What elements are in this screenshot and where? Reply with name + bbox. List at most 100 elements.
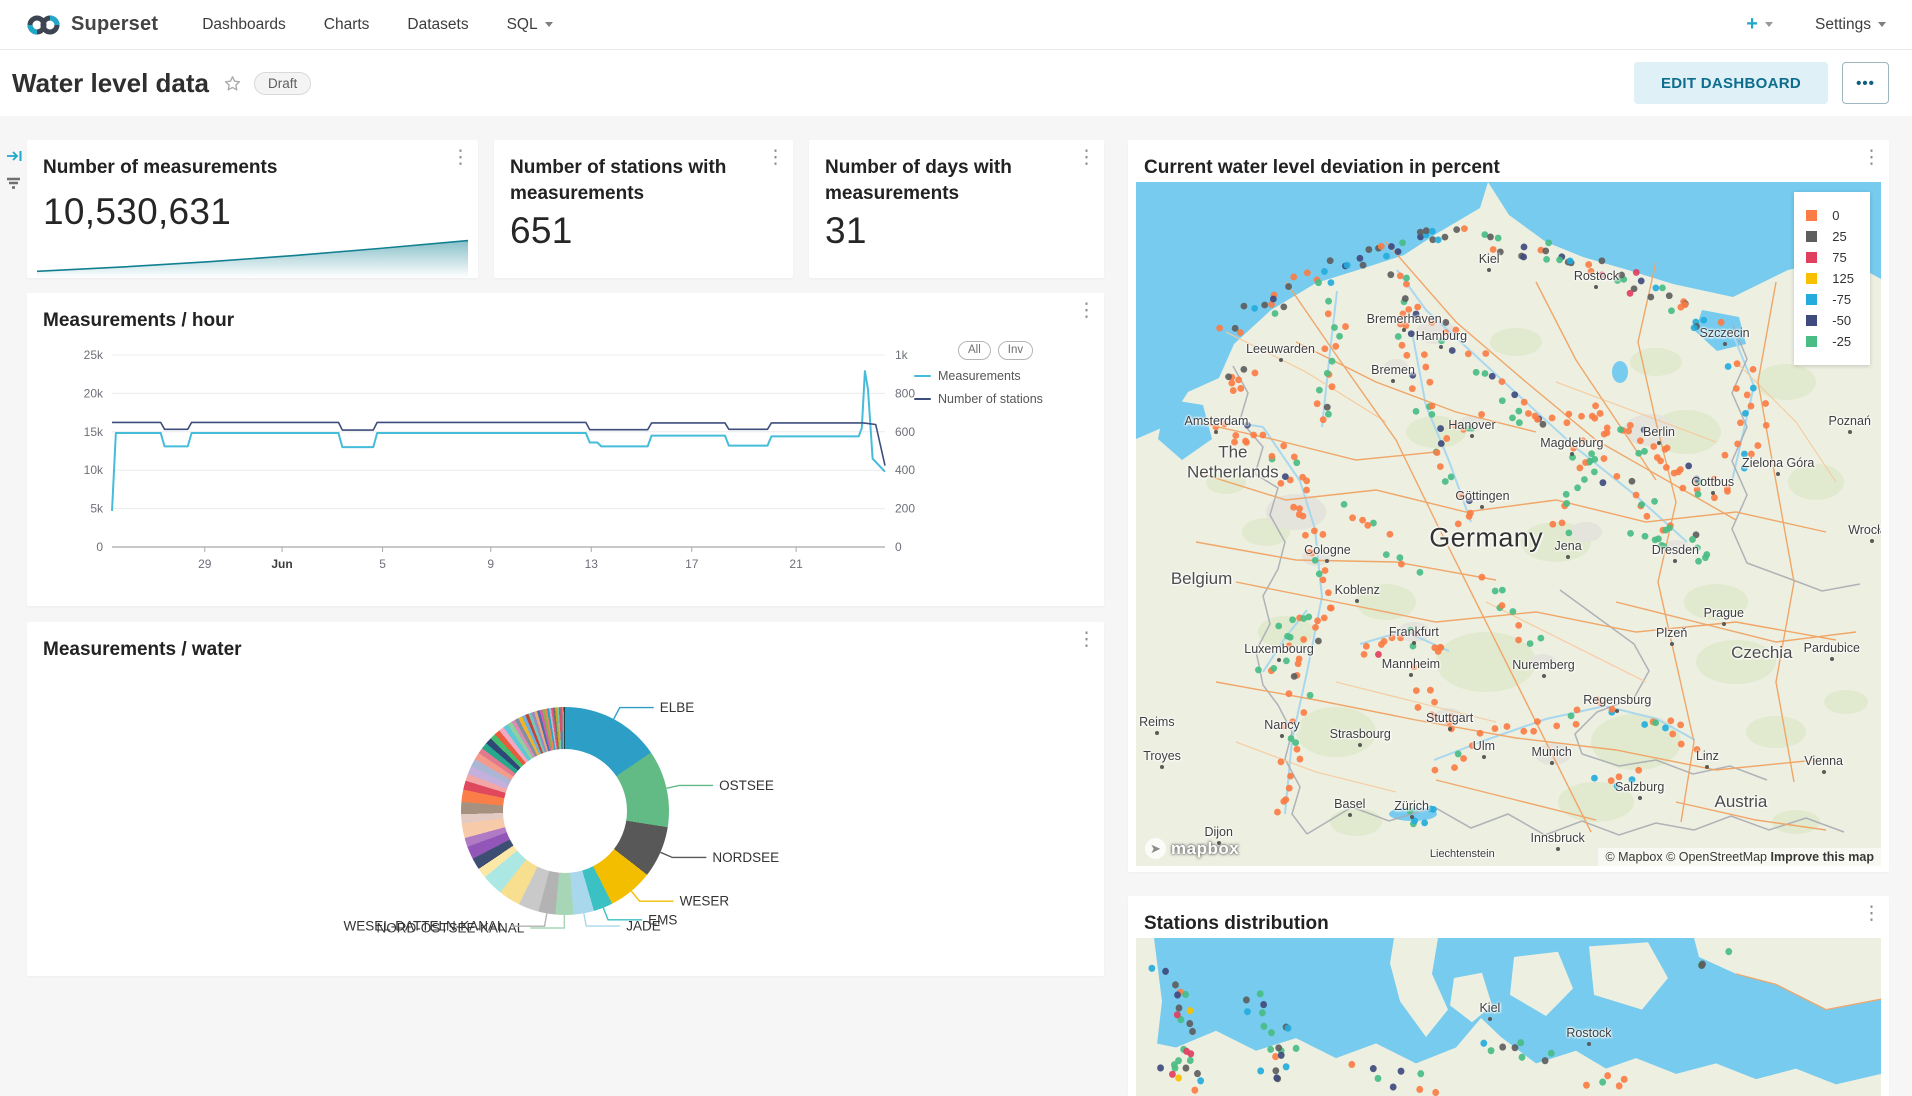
station-dot — [1549, 521, 1556, 528]
station-dot — [1455, 520, 1462, 527]
station-dot — [1397, 634, 1404, 641]
station-dot — [1423, 227, 1430, 234]
mapbox-wordmark: mapbox — [1171, 839, 1239, 859]
svg-text:10k: 10k — [84, 463, 104, 477]
station-dot — [1492, 588, 1499, 595]
svg-text:200: 200 — [895, 502, 915, 516]
station-dot — [1417, 1070, 1424, 1077]
station-dot — [1600, 479, 1607, 486]
station-dot — [1275, 1044, 1282, 1051]
station-dot — [1421, 819, 1428, 826]
station-dot — [1398, 561, 1405, 568]
station-dot — [1458, 492, 1465, 499]
station-dot — [1360, 262, 1367, 269]
legend-entry: 75 — [1806, 250, 1854, 265]
legend-all-button[interactable]: All — [958, 341, 991, 360]
station-dot — [1750, 385, 1757, 392]
station-dot — [1741, 451, 1748, 458]
superset-logo[interactable]: Superset — [26, 13, 158, 37]
station-dot — [1608, 777, 1615, 784]
station-dot — [1357, 255, 1364, 262]
station-dot — [1543, 256, 1550, 263]
legend-inv-button[interactable]: Inv — [998, 341, 1033, 360]
station-dot — [1581, 476, 1588, 483]
station-dot — [1300, 709, 1307, 716]
station-dot — [1691, 324, 1698, 331]
station-dot — [1519, 1054, 1526, 1061]
settings-menu[interactable]: Settings — [1815, 16, 1886, 34]
station-dot — [1662, 527, 1669, 534]
new-item-button[interactable]: + — [1746, 13, 1773, 36]
station-dot — [1604, 429, 1611, 436]
donut-ring[interactable] — [461, 707, 669, 915]
nav-datasets[interactable]: Datasets — [407, 16, 468, 34]
edit-dashboard-button[interactable]: EDIT DASHBOARD — [1634, 62, 1828, 104]
mapbox-logo[interactable]: ➤ mapbox — [1145, 838, 1239, 859]
donut-chart[interactable]: ELBEOSTSEENORDSEEWESEREMSJADENORD-OSTSEE… — [27, 622, 1104, 976]
nav-dashboards[interactable]: Dashboards — [202, 16, 286, 34]
station-dot — [1437, 425, 1444, 432]
station-dot — [1564, 419, 1571, 426]
station-dot — [1517, 1039, 1524, 1046]
station-dot — [1250, 432, 1257, 439]
legend-label: 25 — [1832, 229, 1846, 244]
series-label: Number of stations — [938, 392, 1043, 406]
svg-text:0: 0 — [96, 540, 103, 554]
legend-item-measurements[interactable]: Measurements — [914, 369, 1096, 383]
station-dot — [1694, 544, 1701, 551]
station-dot — [1677, 466, 1684, 473]
station-dot — [1325, 298, 1332, 305]
station-dot — [1438, 440, 1445, 447]
improve-map-link[interactable]: Improve this map — [1771, 850, 1875, 864]
station-dot — [1296, 656, 1303, 663]
station-dot — [1437, 463, 1444, 470]
station-dot — [1633, 492, 1640, 499]
filter-icon[interactable] — [6, 176, 21, 196]
station-dot — [1244, 1008, 1251, 1015]
station-dot — [1172, 981, 1179, 988]
station-dot — [1403, 352, 1410, 359]
station-dot — [1616, 773, 1623, 780]
station-dot — [1664, 444, 1671, 451]
station-dot — [1678, 741, 1685, 748]
series-label: Measurements — [938, 369, 1021, 383]
station-dot — [1569, 454, 1576, 461]
station-dot — [1452, 327, 1459, 334]
station-dot — [1530, 728, 1537, 735]
more-options-button[interactable]: ••• — [1842, 62, 1889, 104]
station-dot — [1650, 443, 1657, 450]
station-dot — [1411, 817, 1418, 824]
station-dot — [1511, 391, 1518, 398]
expand-filter-bar-icon[interactable] — [6, 148, 23, 169]
nav-charts[interactable]: Charts — [324, 16, 370, 34]
station-dot — [1750, 366, 1757, 373]
favorite-star-icon[interactable] — [223, 74, 242, 93]
station-dot — [1251, 305, 1258, 312]
kebab-menu-icon[interactable]: ⋮ — [766, 152, 780, 164]
kebab-menu-icon[interactable]: ⋮ — [1862, 908, 1876, 920]
station-dot — [1492, 725, 1499, 732]
kebab-menu-icon[interactable]: ⋮ — [1077, 305, 1091, 317]
station-dot — [1259, 432, 1266, 439]
station-dot — [1545, 239, 1552, 246]
station-dot — [1235, 376, 1242, 383]
legend-item-stations[interactable]: Number of stations — [914, 392, 1096, 406]
stations-map[interactable]: KielRostock — [1136, 938, 1881, 1096]
station-dot — [1381, 638, 1388, 645]
kebab-menu-icon[interactable]: ⋮ — [451, 152, 465, 164]
station-dot — [1300, 636, 1307, 643]
brand-name[interactable]: Superset — [71, 13, 158, 36]
station-dot — [1286, 690, 1293, 697]
map-canvas — [1136, 182, 1881, 866]
nav-sql[interactable]: SQL — [507, 16, 553, 34]
station-dot — [1328, 605, 1335, 612]
station-dot — [1429, 403, 1436, 410]
station-dot — [1465, 350, 1472, 357]
kebab-menu-icon[interactable]: ⋮ — [1862, 152, 1876, 164]
station-dot — [1324, 404, 1331, 411]
superset-infinity-icon — [26, 13, 62, 37]
deviation-map[interactable]: LeeuwardenAmsterdamBremerhavenBremenHamb… — [1136, 182, 1881, 866]
kebab-menu-icon[interactable]: ⋮ — [1077, 152, 1091, 164]
legend-entry: 25 — [1806, 229, 1854, 244]
station-dot — [1478, 411, 1485, 418]
